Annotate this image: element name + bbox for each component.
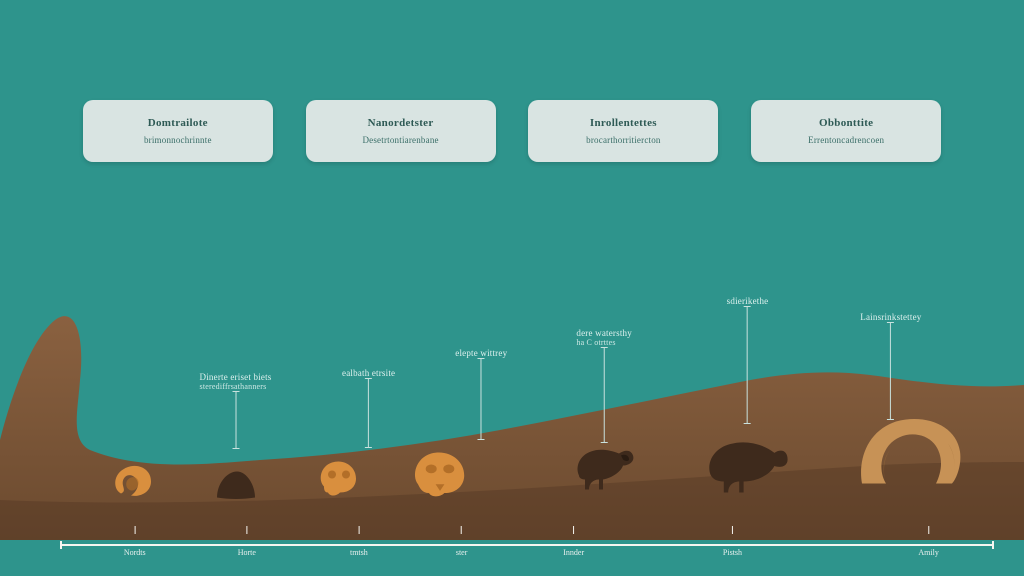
callout-label: Lainsrinkstettey <box>860 312 921 322</box>
callout-label: dere watersthy <box>576 328 632 338</box>
callout-label: elepte wittrey <box>455 348 507 358</box>
specimen-skull2 <box>412 447 469 505</box>
callout-sublabel: ha C otrttes <box>576 338 632 347</box>
callout-label: Dinerte eriset biets <box>200 372 272 382</box>
info-card-0: Domtrailote brimonnochrinnte <box>83 100 273 162</box>
timeline-tick-3: ster <box>456 548 468 557</box>
info-card-title: Obbonttite <box>819 117 873 129</box>
callout-5: Lainsrinkstettey <box>860 312 921 322</box>
info-card-subtitle: Desetrtontiarenbane <box>362 135 438 145</box>
info-card-subtitle: brimonnochrinnte <box>144 135 212 145</box>
specimen-skull1 <box>316 457 360 504</box>
callout-leader-line <box>481 358 482 440</box>
timeline-tick-2: tmtsh <box>350 548 368 557</box>
callout-leader-line <box>235 391 236 449</box>
callout-sublabel: sterediffrsathanners <box>200 382 272 391</box>
callout-1: ealbath etrsite <box>342 368 395 378</box>
specimen-curl <box>111 460 155 505</box>
callout-leader-line <box>604 347 605 443</box>
timeline-tick-4: Innder <box>563 548 584 557</box>
callout-leader-line <box>368 378 369 448</box>
callout-label: ealbath etrsite <box>342 368 395 378</box>
timeline-tick-5: Pistsh <box>723 548 742 557</box>
info-card-3: Obbonttite Errentoncadrencoen <box>751 100 941 162</box>
timeline-axis <box>60 544 994 546</box>
timeline-tick-6: Amily <box>918 548 938 557</box>
infographic-stage: Domtrailote brimonnochrinnte Nanordetster D… <box>0 0 1024 576</box>
timeline-ticks: Nordts Horte tmtsh ster Innder Pistsh Amily <box>60 548 994 568</box>
info-cards-row: Domtrailote brimonnochrinnte Nanordetster D… <box>0 100 1024 162</box>
info-card-subtitle: brocarthorritiercton <box>586 135 660 145</box>
specimen-arch <box>856 412 966 493</box>
callout-0: Dinerte eriset bietssterediffrsathanners <box>200 372 272 391</box>
info-card-1: Nanordetster Desetrtontiarenbane <box>306 100 496 162</box>
info-card-2: Inrollentettes brocarthorritiercton <box>528 100 718 162</box>
callout-label: sdierikethe <box>727 296 769 306</box>
callout-3: dere watersthyha C otrttes <box>576 328 632 347</box>
info-card-title: Inrollentettes <box>590 117 657 129</box>
specimen-animal2 <box>701 420 793 500</box>
timeline-tick-0: Nordts <box>124 548 146 557</box>
callout-leader-line <box>747 306 748 424</box>
specimen-animal1 <box>569 432 639 497</box>
info-card-title: Nanordetster <box>368 117 434 129</box>
callout-4: sdierikethe <box>727 296 769 306</box>
callout-2: elepte wittrey <box>455 348 507 358</box>
callout-leader-line <box>890 322 891 420</box>
info-card-subtitle: Errentoncadrencoen <box>808 135 884 145</box>
info-card-title: Domtrailote <box>148 117 208 129</box>
timeline-tick-1: Horte <box>238 548 256 557</box>
specimen-mound <box>213 466 259 507</box>
